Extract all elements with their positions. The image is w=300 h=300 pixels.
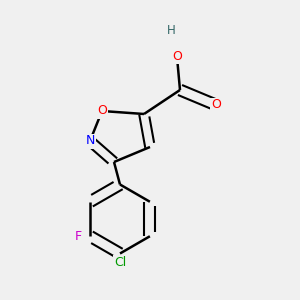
Text: F: F: [75, 230, 82, 243]
Text: O: O: [172, 50, 182, 64]
Text: H: H: [167, 23, 176, 37]
Text: O: O: [97, 104, 107, 118]
Text: O: O: [211, 98, 221, 112]
Text: N: N: [85, 134, 95, 148]
Text: Cl: Cl: [114, 256, 126, 269]
